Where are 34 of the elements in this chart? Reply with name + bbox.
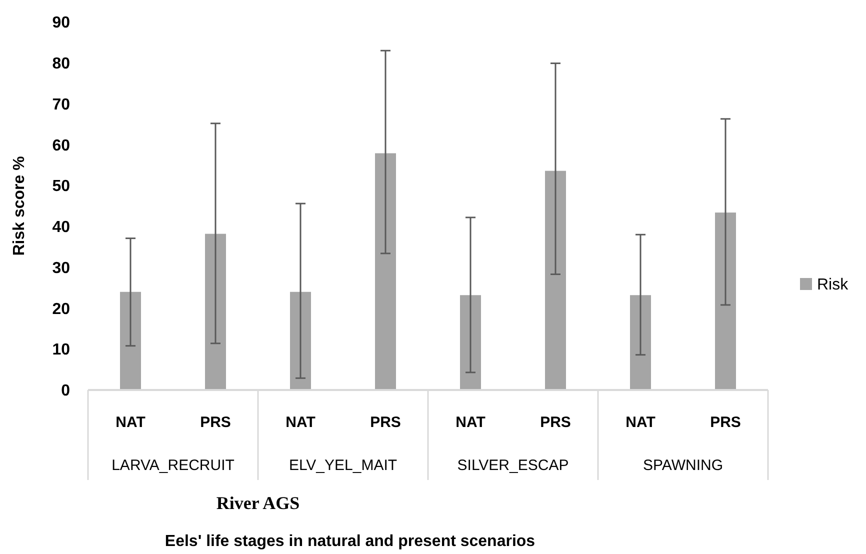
- y-tick-label: 40: [52, 219, 70, 236]
- y-tick-label: 90: [52, 14, 70, 32]
- y-tick-label: 60: [52, 137, 70, 154]
- x-tick-label: NAT: [116, 414, 146, 431]
- y-tick-label: 10: [52, 342, 70, 359]
- legend-label: Risk: [817, 276, 850, 294]
- bar: [375, 153, 396, 390]
- y-tick-label: 70: [52, 96, 70, 114]
- x-tick-label: NAT: [286, 414, 316, 431]
- text: SPAWNING: [642, 457, 724, 474]
- y-tick-label: 50: [52, 178, 70, 196]
- x-tick-label: PRS: [200, 414, 231, 431]
- bar: [460, 295, 481, 390]
- bar: [290, 292, 311, 390]
- x-tick-label: NAT: [626, 414, 656, 431]
- x-tick-label: NAT: [456, 414, 486, 431]
- text: SILVER_ESCAP: [457, 457, 569, 474]
- y-tick-label: 20: [52, 300, 70, 318]
- bar: [205, 234, 226, 390]
- y-tick-label: 30: [52, 260, 70, 277]
- y-axis-title: Risk score %: [11, 156, 28, 256]
- text: LARVA_RECRUIT: [112, 457, 234, 474]
- y-tick-label: 80: [52, 55, 70, 72]
- x-tick-label: PRS: [370, 414, 401, 431]
- text: ELV_YEL_MAIT: [288, 457, 398, 474]
- bar: [630, 295, 651, 390]
- bar: [545, 170, 566, 390]
- x-tick-label: PRS: [710, 414, 741, 431]
- x-axis-title: River AGS: [216, 493, 300, 513]
- y-tick-label: 0: [61, 382, 70, 400]
- x-tick-label: PRS: [540, 414, 571, 431]
- text: Eels' life stages in natural and present scenarios: [164, 533, 536, 550]
- bar: [715, 212, 736, 390]
- bar: [120, 292, 141, 390]
